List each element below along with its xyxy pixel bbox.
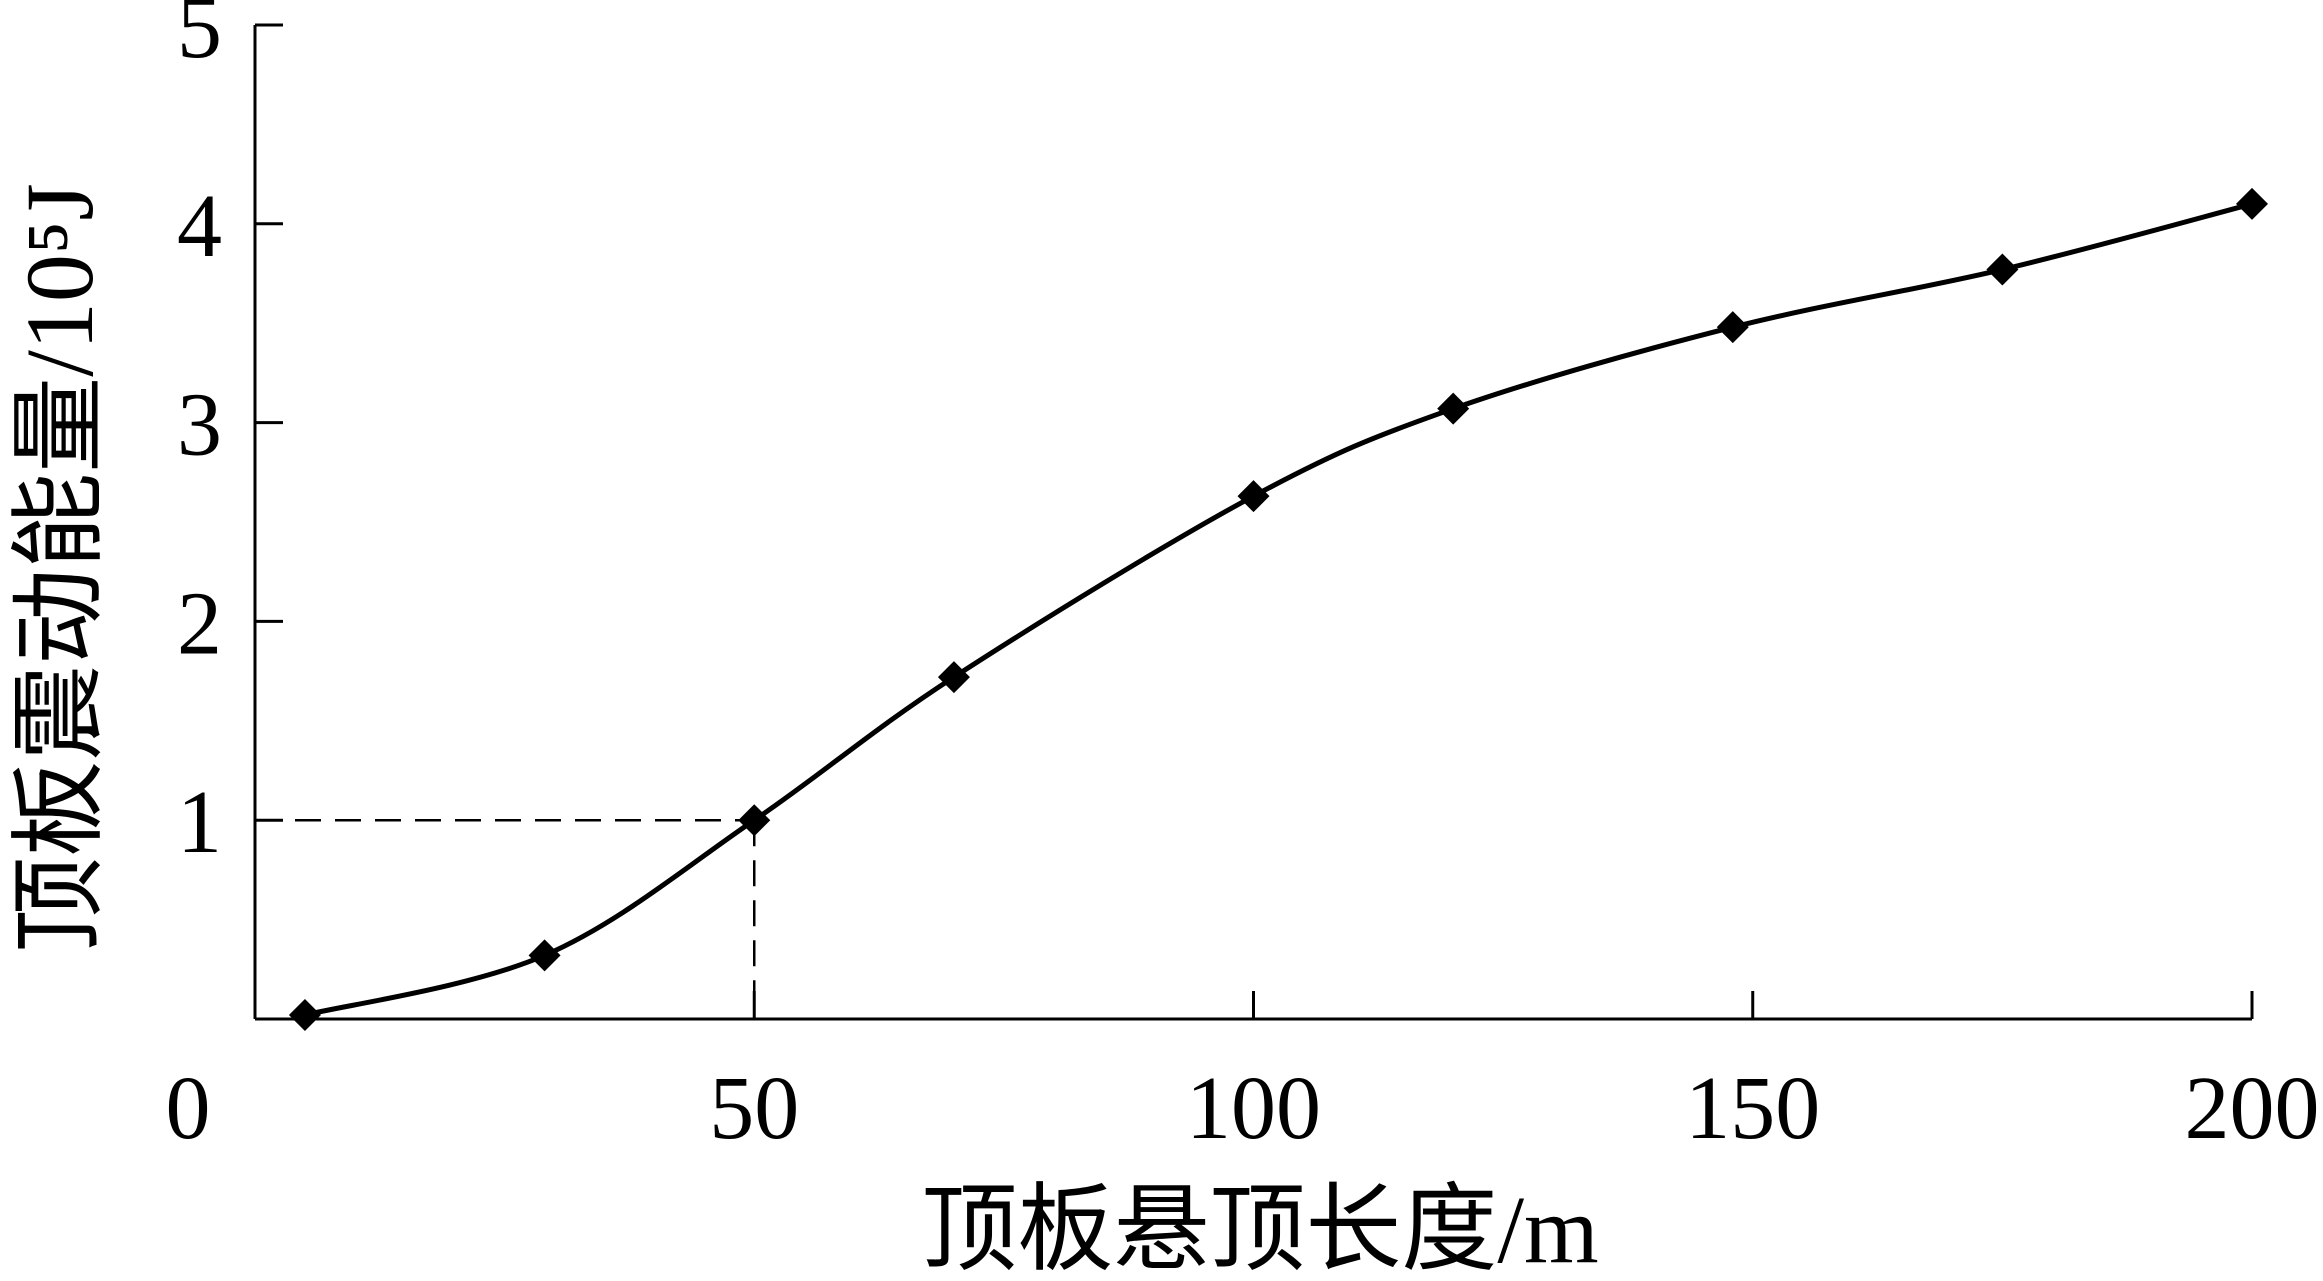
y-tick-label: 2 [177,574,222,673]
point [1716,311,1749,344]
point [1437,392,1470,425]
y-tick-label: 4 [177,177,222,276]
point [738,804,771,837]
line [304,201,2253,1018]
x-tick-label: 100 [1186,1059,1321,1158]
y-tick-label: 5 [177,0,222,77]
point [1237,480,1270,513]
x-tick-label: 0 [166,1059,211,1158]
x-tick-label: 200 [2185,1059,2320,1158]
x-tick-label: 150 [1685,1059,1820,1158]
point [528,939,561,972]
y-tick-label: 1 [177,773,222,872]
point [937,661,970,694]
point [1986,253,2019,286]
y-tick-label: 3 [177,376,222,475]
x-tick-label: 50 [709,1059,799,1158]
y-axis-label: 顶板震动能量/10⁵J [6,183,113,953]
point [288,999,321,1032]
point [2236,187,2268,220]
x-axis-label: 顶板悬顶长度/m [921,1176,1598,1281]
